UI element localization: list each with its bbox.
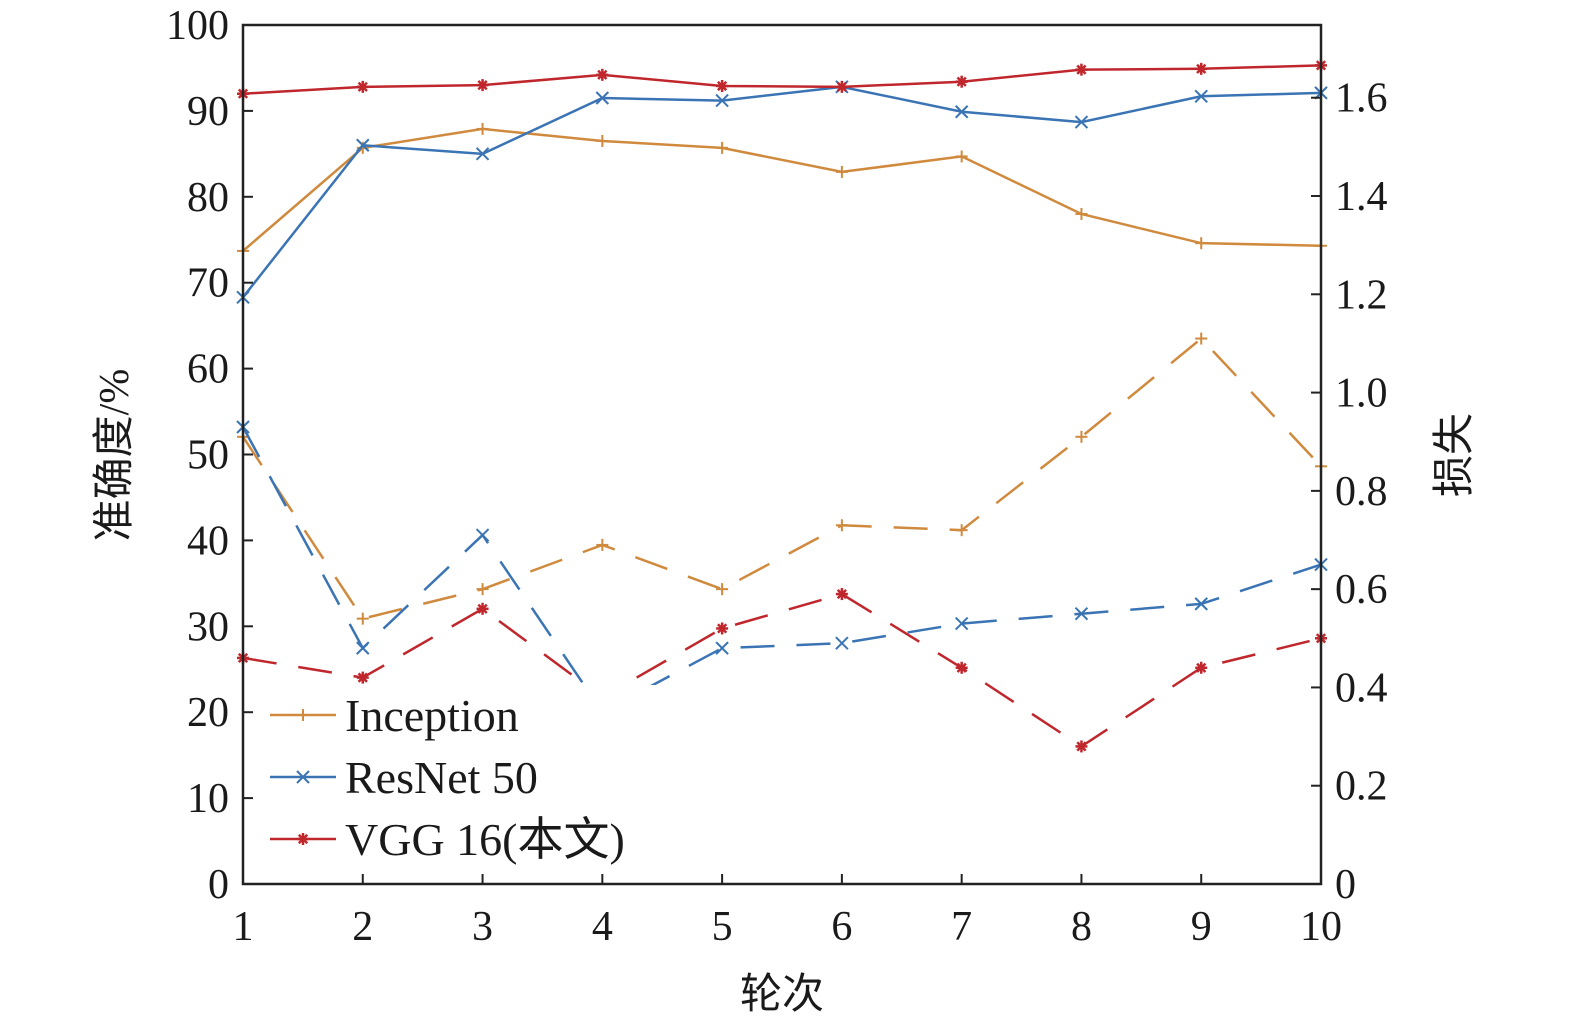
inception-loss-point bbox=[955, 524, 968, 537]
vgg-16-loss-point bbox=[476, 602, 489, 615]
inception-accuracy-point bbox=[716, 141, 729, 154]
vgg-16-loss-point bbox=[955, 661, 968, 674]
vgg-16-accuracy-line bbox=[242, 64, 1322, 95]
inception-accuracy-point bbox=[955, 150, 968, 163]
vgg-16-accuracy-point bbox=[476, 79, 489, 92]
resnet-50-accuracy-point bbox=[715, 93, 729, 108]
resnet-50-loss-point bbox=[356, 641, 370, 655]
y-left-tick-label: 0 bbox=[208, 862, 229, 908]
inception-accuracy-point bbox=[1075, 207, 1088, 220]
y-right-tick-label: 1.2 bbox=[1335, 272, 1388, 318]
inception-loss-point bbox=[716, 583, 729, 596]
x-tick-label: 1 bbox=[233, 904, 254, 950]
x-tick-label: 3 bbox=[472, 904, 493, 950]
y-axis-left-label: 准确度/% bbox=[91, 369, 138, 542]
resnet-50-accuracy-point bbox=[475, 147, 490, 161]
inception-loss-point bbox=[476, 583, 489, 596]
y-left-tick-label: 30 bbox=[187, 604, 229, 650]
resnet-50-loss-point bbox=[1074, 607, 1089, 621]
y-right-tick-label: 0 bbox=[1335, 862, 1356, 908]
legend-marker-vgg-16 bbox=[297, 833, 309, 845]
inception-accuracy-line bbox=[242, 127, 1322, 252]
y-right-tick-label: 0.6 bbox=[1335, 567, 1388, 613]
legend-label-inception: Inception bbox=[345, 690, 519, 741]
vgg-16-loss-point bbox=[356, 671, 369, 684]
x-tick-label: 8 bbox=[1071, 904, 1092, 950]
y-left-tick-label: 70 bbox=[187, 261, 229, 307]
x-tick-label: 9 bbox=[1191, 904, 1212, 950]
x-tick-label: 10 bbox=[1300, 904, 1342, 950]
resnet-50-loss-point bbox=[475, 528, 490, 542]
resnet-50-loss-point bbox=[1194, 597, 1208, 611]
y-left-tick-label: 40 bbox=[187, 518, 229, 564]
resnet-50-loss-point bbox=[954, 616, 969, 631]
inception-accuracy-point bbox=[1195, 237, 1208, 250]
legend: Inception ResNet 50 VGG 16(本文) bbox=[262, 685, 662, 869]
x-tick-label: 2 bbox=[352, 904, 373, 950]
inception-loss-point bbox=[1195, 332, 1208, 345]
inception-accuracy-point bbox=[476, 122, 489, 135]
legend-label-resnet-50: ResNet 50 bbox=[345, 752, 538, 803]
x-tick-label: 7 bbox=[951, 904, 972, 950]
y-left-tick-label: 50 bbox=[187, 433, 229, 479]
vgg-16-accuracy-point bbox=[1195, 62, 1208, 75]
y-right-tick-label: 0.2 bbox=[1335, 764, 1388, 810]
vgg-16-loss-point bbox=[1075, 740, 1088, 753]
inception-loss-point bbox=[835, 519, 848, 532]
vgg-16-accuracy-point bbox=[716, 79, 729, 92]
inception-loss-point bbox=[596, 538, 609, 551]
vgg-16-loss-point bbox=[835, 588, 848, 601]
inception-loss-line bbox=[241, 336, 1322, 621]
resnet-50-accuracy-point bbox=[954, 105, 969, 119]
resnet-50-accuracy-point bbox=[356, 138, 370, 152]
inception-loss-point bbox=[1075, 430, 1088, 443]
resnet-50-accuracy-point bbox=[1194, 89, 1208, 104]
y-left-tick-label: 60 bbox=[187, 347, 229, 393]
vgg-16-accuracy-point bbox=[955, 75, 968, 88]
y-left-tick-label: 100 bbox=[166, 3, 229, 49]
vgg-16-accuracy-point bbox=[356, 80, 369, 93]
x-tick-label: 4 bbox=[592, 904, 613, 950]
resnet-50-loss-line bbox=[241, 426, 1322, 714]
y-left-tick-label: 20 bbox=[187, 690, 229, 736]
y-right-tick-label: 1.0 bbox=[1335, 371, 1388, 417]
x-tick-label: 6 bbox=[831, 904, 852, 950]
legend-marker-resnet-50 bbox=[296, 770, 310, 784]
vgg-16-accuracy-point bbox=[835, 80, 848, 93]
inception-accuracy-point bbox=[835, 165, 848, 178]
resnet-50-accuracy-point bbox=[1074, 115, 1089, 129]
x-tick-label: 5 bbox=[712, 904, 733, 950]
y-left-tick-label: 10 bbox=[187, 776, 229, 822]
resnet-50-accuracy-point bbox=[595, 91, 610, 105]
vgg-16-accuracy-point bbox=[596, 68, 609, 81]
inception-accuracy-point bbox=[356, 141, 369, 154]
vgg-16-accuracy-point bbox=[1075, 63, 1088, 76]
legend-label-vgg-16: VGG 16(本文) bbox=[345, 814, 625, 865]
legend-marker-inception bbox=[297, 709, 309, 721]
x-axis-label: 轮次 bbox=[740, 972, 824, 1018]
y-left-tick-label: 90 bbox=[187, 89, 229, 135]
vgg-16-loss-line bbox=[242, 592, 1322, 748]
vgg-16-loss-point bbox=[1195, 661, 1208, 674]
y-right-tick-label: 1.4 bbox=[1335, 174, 1388, 220]
y-right-tick-label: 1.6 bbox=[1335, 76, 1388, 122]
y-left-tick-label: 80 bbox=[187, 175, 229, 221]
y-axis-right-label: 损失 bbox=[1432, 413, 1478, 497]
vgg-16-loss-point bbox=[716, 622, 729, 635]
inception-loss-point bbox=[356, 612, 369, 625]
resnet-50-accuracy-line bbox=[242, 85, 1322, 299]
y-right-tick-label: 0.4 bbox=[1335, 665, 1388, 711]
y-right-tick-label: 0.8 bbox=[1335, 469, 1388, 515]
resnet-50-loss-point bbox=[715, 641, 729, 655]
resnet-50-loss-point bbox=[835, 636, 849, 650]
inception-accuracy-point bbox=[596, 134, 609, 147]
